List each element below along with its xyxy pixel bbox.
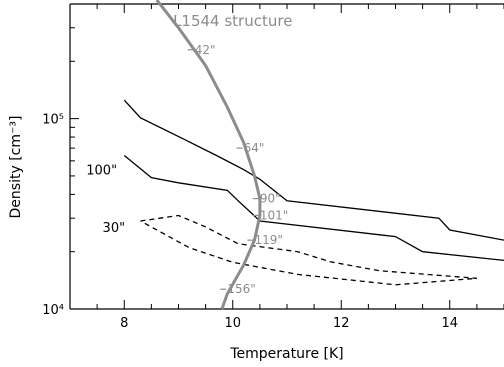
structure-title: L1544 structure [173, 12, 292, 30]
series-label: 100" [86, 164, 117, 179]
structure-label: 42" [195, 43, 216, 57]
series-layer: 100" 30" [86, 99, 504, 286]
series-line-2 [123, 154, 504, 262]
y-tick-label: 10⁵ [42, 113, 64, 128]
x-tick-label: 12 [333, 316, 350, 331]
series-line-3 [140, 214, 477, 286]
structure-layer: L1544 structure 42" 64" 90" 101" 119" 156" [155, 0, 292, 310]
structure-label: 64" [244, 141, 265, 155]
series-label: 30" [103, 221, 126, 236]
structure-label: 101" [260, 208, 288, 222]
x-tick-label: 8 [120, 316, 128, 331]
series-line-1 [123, 99, 504, 241]
structure-curve [155, 0, 262, 310]
ticks-layer: 8 10 12 14 10⁴ 10⁵ [42, 3, 504, 331]
structure-label: 119" [254, 233, 282, 247]
x-axis-label: Temperature [K] [229, 346, 343, 362]
x-tick-label: 14 [441, 316, 458, 331]
y-axis-label: Density [cm⁻³] [8, 116, 24, 219]
structure-label: 90" [260, 192, 281, 206]
x-tick-label: 10 [224, 316, 241, 331]
plot-frame [69, 3, 504, 310]
y-tick-label: 10⁴ [42, 303, 64, 318]
structure-label: 156" [227, 282, 255, 296]
